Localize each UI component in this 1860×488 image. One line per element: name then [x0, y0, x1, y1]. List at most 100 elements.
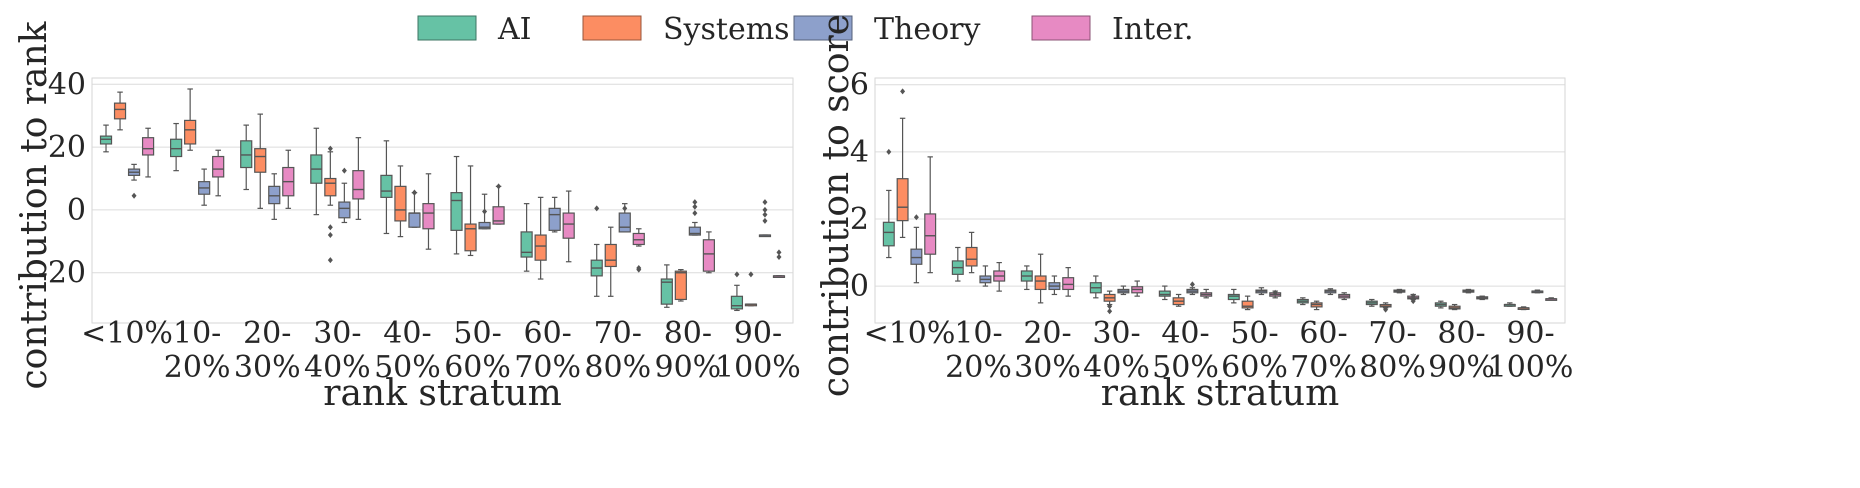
x-tick-label: 90-100%	[1488, 316, 1574, 385]
box-body	[338, 201, 351, 219]
x-tick-line: 50-	[453, 316, 501, 351]
box-theory-7	[1393, 288, 1406, 294]
outlier-point	[1410, 293, 1416, 300]
x-tick-line: 30%	[1014, 350, 1081, 385]
box-ai-5	[450, 155, 463, 255]
box-inter-7	[1407, 293, 1420, 305]
x-tick-line: <10%	[864, 316, 956, 351]
x-tick-line: 40%	[1083, 350, 1150, 385]
plot-frame	[874, 77, 1566, 324]
x-tick-label: 80-90%	[1428, 316, 1495, 385]
y-tick-label: 0	[850, 269, 869, 304]
box-ai-0	[882, 148, 895, 259]
outlier-point	[692, 203, 698, 210]
outlier-point	[131, 192, 137, 199]
box-ai-8	[660, 264, 673, 308]
y-tick-label: -20	[38, 256, 86, 291]
box-systems-9	[744, 271, 758, 307]
x-tick-line: 40%	[304, 350, 371, 385]
box-body	[212, 155, 225, 178]
box-inter-2	[1062, 267, 1075, 297]
x-tick-label: 50-60%	[1221, 316, 1288, 385]
box-inter-0	[924, 156, 937, 274]
box-systems-6	[534, 196, 547, 280]
legend-label-inter: Inter.	[1112, 12, 1194, 47]
box-inter-1	[993, 261, 1006, 292]
y-tick-label: 40	[48, 67, 86, 102]
legend: AI Systems Theory Inter.	[417, 12, 1194, 47]
box-body	[268, 185, 281, 205]
box-body	[604, 243, 617, 268]
box-systems-3	[324, 145, 337, 264]
outlier-point	[886, 148, 892, 155]
x-tick-label: 50-60%	[444, 316, 511, 385]
box-systems-8	[1448, 303, 1461, 311]
box-ai-6	[1296, 297, 1309, 306]
x-tick-line: <10%	[81, 316, 173, 351]
box-inter-2	[282, 149, 295, 209]
outlier-point	[1272, 289, 1278, 296]
box-inter-3	[1131, 280, 1144, 297]
box-body	[618, 212, 631, 233]
x-tick-line: 30-	[1092, 316, 1140, 351]
y-tick-label: 4	[850, 135, 869, 170]
outlier-point	[341, 167, 347, 174]
box-inter-9	[772, 249, 786, 278]
x-tick-label: 10-20%	[164, 316, 231, 385]
box-inter-6	[1338, 292, 1351, 301]
outlier-point	[900, 88, 906, 95]
x-tick-line: 20%	[164, 350, 231, 385]
outlier-point	[776, 254, 782, 261]
y-axis-label: contribution to score	[816, 14, 857, 397]
x-tick-line: 50-	[1230, 316, 1278, 351]
outlier-point	[1410, 298, 1416, 305]
x-tick-label: 30-40%	[1083, 316, 1150, 385]
box-body	[113, 102, 127, 120]
box-systems-2	[254, 113, 267, 209]
box-ai-7	[1365, 298, 1378, 307]
outlier-point	[1107, 303, 1113, 310]
x-axis-label: rank stratum	[1101, 373, 1340, 414]
box-body	[534, 234, 547, 261]
legend-label-systems: Systems	[663, 12, 790, 47]
y-tick-label: 2	[850, 202, 869, 237]
box-body	[170, 138, 183, 158]
box-body	[240, 140, 253, 169]
box-body	[896, 178, 909, 222]
box-ai-1	[951, 246, 964, 282]
x-tick-label: <10%	[864, 316, 956, 351]
box-body	[1034, 275, 1047, 291]
box-systems-4	[394, 165, 407, 238]
box-inter-5	[1269, 289, 1282, 299]
legend-swatch-inter	[1031, 15, 1091, 41]
box-ai-9	[1503, 302, 1516, 307]
outlier-point	[594, 205, 600, 212]
box-theory-8	[688, 199, 701, 236]
box-body	[324, 177, 337, 197]
x-tick-line: 90%	[655, 350, 722, 385]
box-inter-4	[422, 173, 435, 250]
box-body	[254, 148, 267, 173]
box-ai-4	[1158, 285, 1171, 301]
x-tick-line: 80%	[584, 350, 651, 385]
box-inter-1	[212, 149, 225, 197]
box-theory-4	[408, 189, 421, 228]
box-systems-5	[464, 165, 477, 257]
box-body	[1227, 293, 1240, 301]
x-tick-label: 70-80%	[1359, 316, 1426, 385]
box-ai-3	[1089, 275, 1102, 299]
box-inter-9	[1545, 297, 1558, 301]
y-tick-label: 0	[67, 193, 86, 228]
x-tick-label: 70-80%	[584, 316, 651, 385]
box-theory-0	[127, 163, 141, 199]
x-tick-label: <10%	[81, 316, 173, 351]
box-theory-5	[478, 193, 491, 230]
box-theory-5	[1255, 287, 1268, 296]
x-tick-label: 20-30%	[1014, 316, 1081, 385]
box-body	[380, 174, 393, 198]
outlier-point	[734, 271, 740, 278]
box-theory-9	[1531, 289, 1544, 294]
outlier-point	[692, 199, 698, 206]
x-tick-line: 80%	[1359, 350, 1426, 385]
